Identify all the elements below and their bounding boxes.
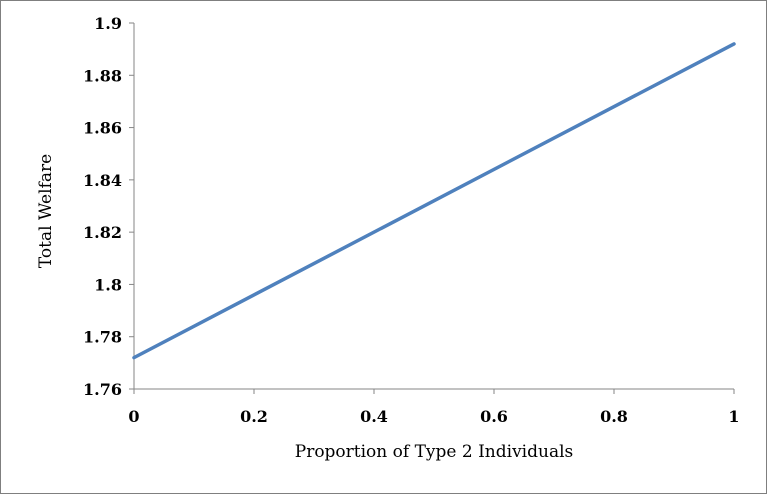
y-tick-label: 1.88 bbox=[83, 66, 122, 85]
y-tick-label: 1.82 bbox=[83, 223, 122, 242]
x-axis-ticks: 0 0.2 0.4 0.6 0.8 1 bbox=[128, 389, 740, 426]
x-tick-label: 0.2 bbox=[240, 407, 268, 426]
y-axis-ticks: 1.76 1.78 1.8 1.82 1.84 1.86 1.88 1.9 bbox=[83, 14, 134, 399]
x-tick-label: 0.4 bbox=[360, 407, 388, 426]
y-tick-label: 1.8 bbox=[94, 275, 122, 294]
x-axis-label: Proportion of Type 2 Individuals bbox=[295, 442, 574, 462]
series-layer bbox=[132, 42, 736, 360]
x-tick-label: 0.6 bbox=[480, 407, 508, 426]
x-tick-label: 0 bbox=[128, 407, 139, 426]
y-tick-label: 1.84 bbox=[83, 171, 122, 190]
y-tick-label: 1.78 bbox=[83, 328, 122, 347]
y-tick-label: 1.86 bbox=[83, 119, 122, 138]
y-tick-label: 1.76 bbox=[83, 380, 122, 399]
x-tick-label: 1 bbox=[728, 407, 739, 426]
y-tick-label: 1.9 bbox=[94, 14, 122, 33]
y-axis-label: Total Welfare bbox=[36, 154, 56, 268]
series-line bbox=[132, 42, 736, 360]
x-tick-label: 0.8 bbox=[600, 407, 628, 426]
